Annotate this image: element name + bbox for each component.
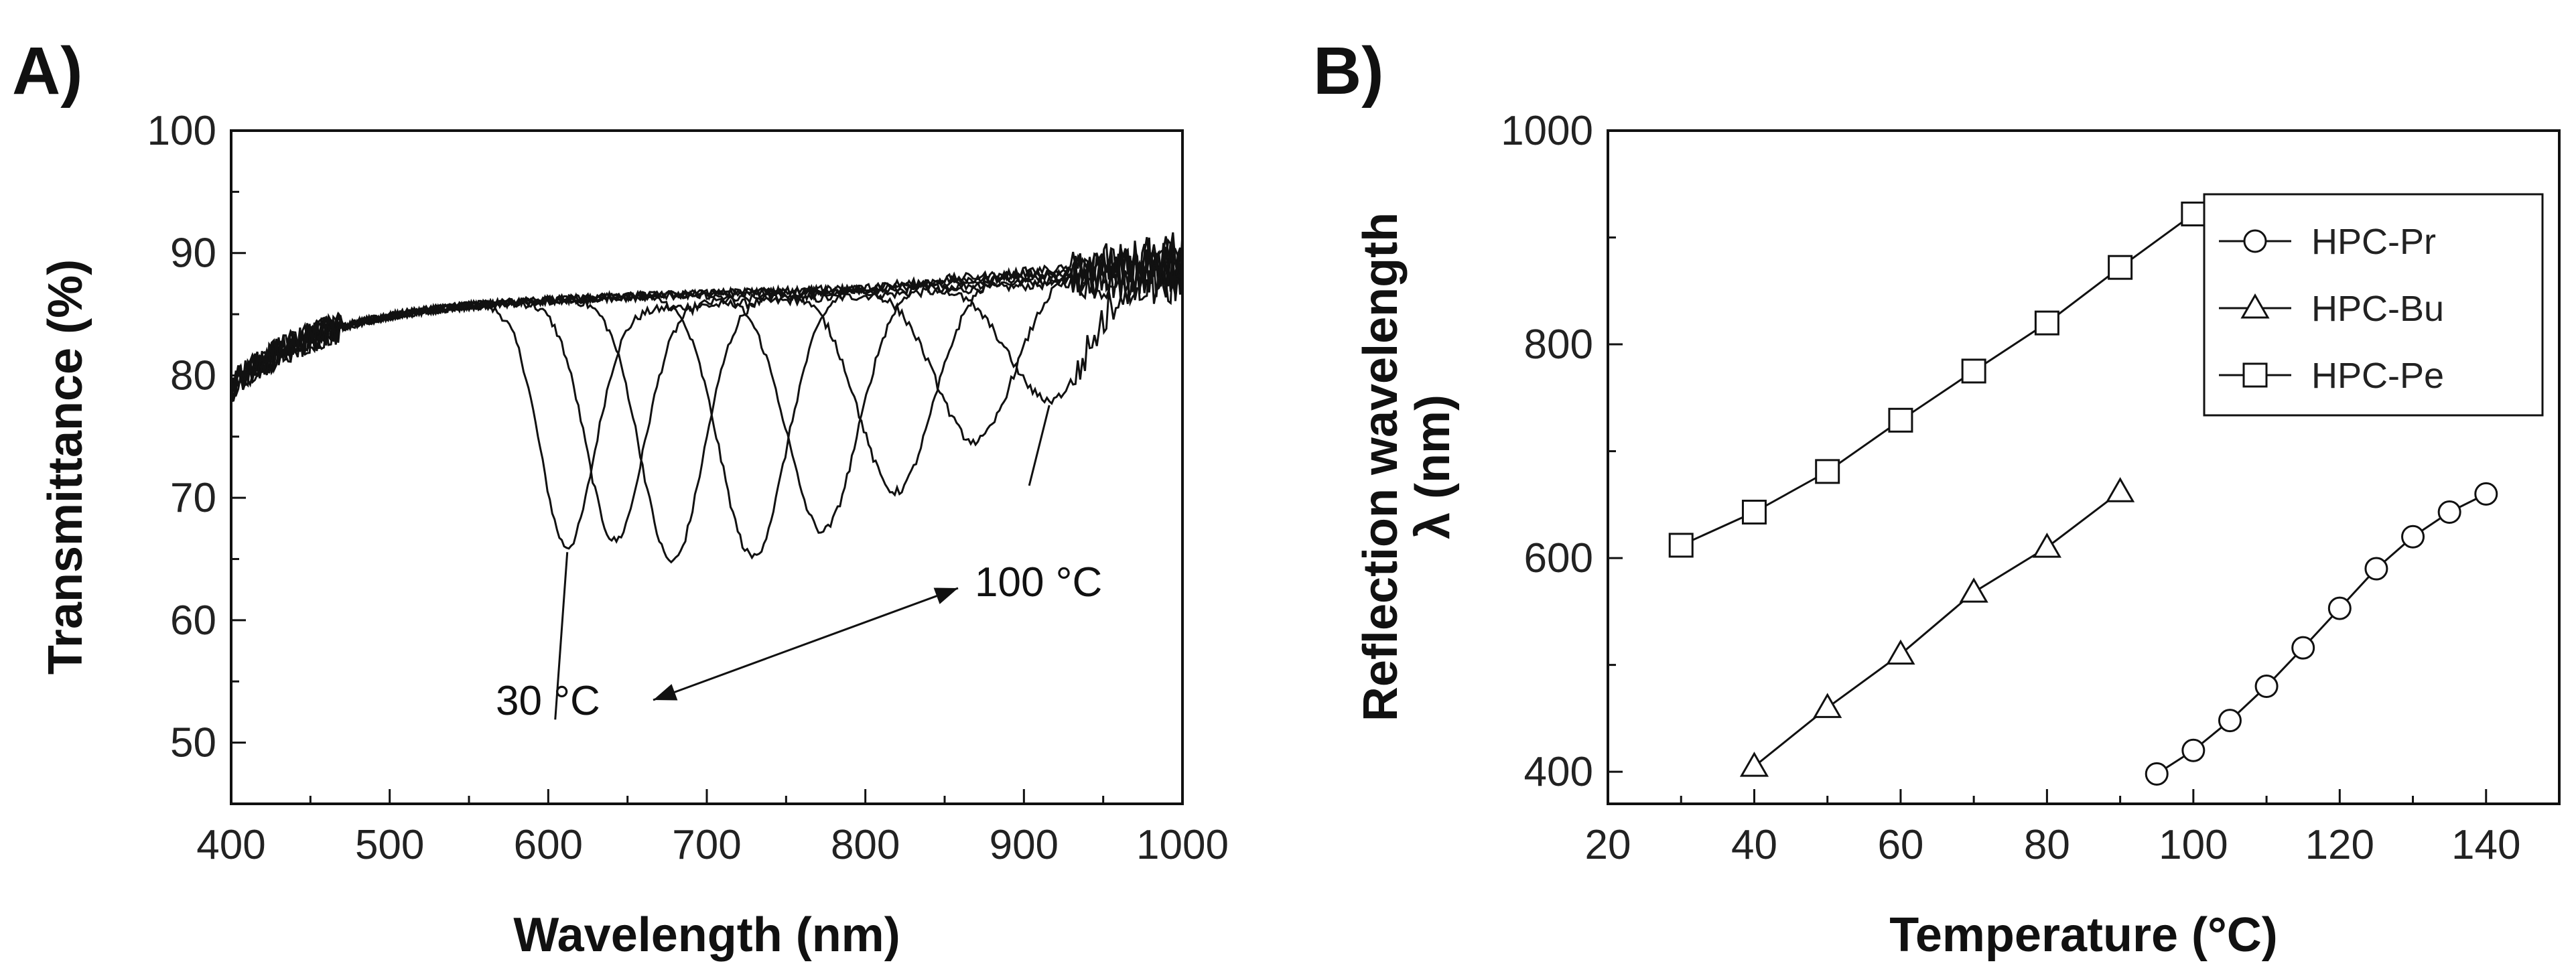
- b-x-tick-label: 20: [1585, 822, 1631, 868]
- a-y-tick-label: 60: [170, 598, 216, 644]
- legend-label-hpc-pr: HPC-Pr: [2311, 222, 2436, 262]
- a-y-tick-label: 100: [147, 108, 216, 154]
- data-point-hpc-pr: [2364, 557, 2388, 581]
- arrow-head: [653, 684, 678, 701]
- legend-marker-hpc-bu: [2240, 293, 2270, 319]
- series-line-hpc-pr: [2156, 493, 2487, 775]
- data-point-hpc-pr: [2181, 738, 2206, 762]
- legend-marker-hpc-pe: [2242, 362, 2268, 388]
- panel-b-plot-frame: [1607, 129, 2561, 805]
- b-x-tick-label: 80: [2024, 822, 2070, 868]
- panel-b-ticks: 20 40 60 80 100 120 140 400 600 800 1000: [1501, 108, 2520, 868]
- b-y-tick-label: 600: [1524, 535, 1593, 581]
- reflection-series: [1668, 201, 2498, 786]
- data-point-hpc-pr: [2327, 596, 2352, 620]
- annotation-30c: 30 °C: [496, 678, 600, 724]
- data-point-hpc-pe: [1741, 500, 1767, 524]
- data-point-hpc-bu: [1813, 693, 1842, 718]
- data-point-hpc-pr: [2474, 482, 2498, 506]
- transmittance-curve: [230, 240, 1184, 534]
- a-x-tick-label: 600: [514, 822, 583, 868]
- series-line-hpc-bu: [1753, 491, 2121, 768]
- panel-a: A) 400 500 600 700 800 900 1000 50 60 70 80 90 100 3…: [12, 33, 1229, 962]
- data-point-hpc-pr: [2218, 709, 2242, 733]
- a-y-tick-label: 70: [170, 475, 216, 521]
- b-y-tick-label: 1000: [1501, 108, 1593, 154]
- a-x-tick-label: 1000: [1136, 822, 1229, 868]
- data-point-hpc-pr: [2437, 500, 2461, 524]
- a-x-tick-label: 400: [196, 822, 265, 868]
- panel-a-annotations: 30 °C 100 °C: [496, 405, 1102, 724]
- a-x-tick-label: 800: [831, 822, 900, 868]
- a-y-tick-label: 50: [170, 720, 216, 766]
- panel-a-ticks: 400 500 600 700 800 900 1000 50 60 70 80 90 100: [147, 108, 1229, 868]
- data-point-hpc-pr: [2401, 524, 2425, 549]
- a-x-tick-label: 700: [672, 822, 741, 868]
- data-point-hpc-pe: [2181, 201, 2206, 226]
- annotation-leader-30c: [554, 552, 569, 720]
- data-point-hpc-pe: [1668, 533, 1694, 558]
- panel-a-plot-frame: [230, 129, 1184, 805]
- panel-b-label: B): [1313, 33, 1384, 109]
- data-point-hpc-bu: [1959, 577, 1988, 603]
- panel-b-legend: HPC-Pr HPC-Bu HPC-Pe: [2203, 193, 2544, 417]
- data-point-hpc-bu: [1886, 639, 1915, 665]
- data-point-hpc-pe: [1815, 459, 1840, 484]
- data-point-hpc-pr: [2291, 636, 2315, 660]
- a-x-tick-label: 900: [990, 822, 1059, 868]
- transmittance-curve: [230, 232, 1184, 405]
- b-x-tick-label: 40: [1731, 822, 1777, 868]
- b-y-tick-label: 400: [1524, 749, 1593, 795]
- temperature-arrow: [653, 587, 959, 701]
- panel-a-x-axis-title: Wavelength (nm): [513, 908, 900, 962]
- legend-marker-hpc-pr: [2243, 229, 2267, 253]
- data-point-hpc-pe: [1961, 358, 1986, 384]
- b-x-tick-label: 140: [2451, 822, 2520, 868]
- arrow-head: [933, 587, 958, 604]
- transmittance-curve: [230, 233, 1184, 497]
- panel-b: B) 20 40 60 80 100 120 140 400 600 800 1000 HPC-Pr…: [1313, 33, 2561, 962]
- b-x-tick-label: 100: [2159, 822, 2228, 868]
- panel-a-label: A): [12, 33, 83, 109]
- panel-b-y-axis-title-line2: λ (nm): [1406, 395, 1460, 539]
- data-point-hpc-pe: [2034, 310, 2059, 336]
- data-point-hpc-bu: [2032, 533, 2061, 558]
- a-y-tick-label: 80: [170, 352, 216, 399]
- panel-b-x-axis-title: Temperature (°C): [1889, 908, 2278, 962]
- data-point-hpc-pe: [2108, 255, 2133, 280]
- legend-label-hpc-pe: HPC-Pe: [2311, 356, 2444, 396]
- data-point-hpc-bu: [2106, 477, 2135, 502]
- a-x-tick-label: 500: [355, 822, 424, 868]
- b-x-tick-label: 60: [1877, 822, 1923, 868]
- annotation-100c: 100 °C: [975, 559, 1102, 606]
- data-point-hpc-pr: [2145, 762, 2169, 786]
- a-y-tick-label: 90: [170, 230, 216, 277]
- panel-b-y-axis-title-line1: Reflection wavelength: [1354, 212, 1408, 721]
- data-point-hpc-pr: [2254, 675, 2279, 699]
- panel-a-y-axis-title: Transmittance (%): [39, 259, 92, 675]
- data-point-hpc-pe: [1888, 407, 1913, 433]
- transmittance-curves: [230, 232, 1184, 564]
- b-x-tick-label: 120: [2305, 822, 2374, 868]
- annotation-leader-100c: [1028, 405, 1050, 486]
- legend-label-hpc-bu: HPC-Bu: [2311, 289, 2444, 329]
- data-point-hpc-bu: [1739, 752, 1769, 777]
- b-y-tick-label: 800: [1524, 322, 1593, 368]
